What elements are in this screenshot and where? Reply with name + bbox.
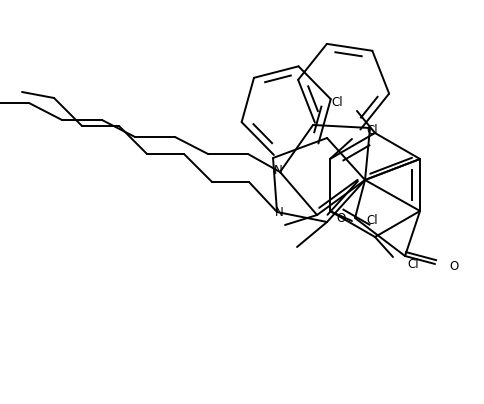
Text: O: O — [449, 259, 458, 273]
Text: Cl: Cl — [366, 124, 378, 137]
Text: O: O — [336, 212, 346, 225]
Text: Cl: Cl — [332, 97, 343, 109]
Text: Cl: Cl — [407, 259, 419, 271]
Text: N: N — [274, 206, 284, 219]
Text: Cl: Cl — [366, 215, 378, 227]
Text: N: N — [273, 164, 282, 177]
